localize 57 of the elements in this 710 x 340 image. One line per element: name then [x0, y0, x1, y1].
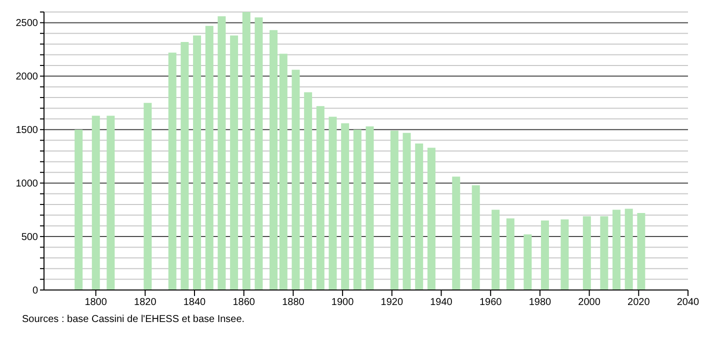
- bar: [540, 220, 549, 290]
- bar: [270, 30, 278, 290]
- bar: [242, 12, 250, 290]
- bar: [402, 132, 411, 290]
- bar: [74, 130, 83, 290]
- x-tick-label: 1960: [479, 297, 502, 308]
- x-tick-label: 2000: [578, 297, 601, 308]
- bar: [600, 216, 608, 290]
- x-tick-label: 1900: [331, 297, 354, 308]
- bar: [341, 123, 350, 290]
- bar: [353, 130, 362, 290]
- bar: [106, 116, 115, 290]
- bar: [328, 116, 337, 290]
- bar: [612, 210, 621, 290]
- x-tick-label: 1820: [134, 297, 157, 308]
- y-tick-label: 2500: [16, 18, 38, 30]
- bar: [180, 42, 189, 290]
- bar: [472, 185, 480, 290]
- x-tick-label: 1800: [84, 297, 108, 308]
- x-tick-label: 2040: [676, 297, 700, 308]
- bar: [624, 208, 633, 290]
- bar: [452, 176, 460, 290]
- x-tick-label: 1860: [232, 297, 256, 308]
- bar: [366, 126, 374, 290]
- source-note: Sources : base Cassini de l'EHESS et base Insee.: [22, 314, 246, 325]
- bar: [279, 54, 288, 290]
- y-tick-label: 2000: [16, 72, 38, 83]
- bar: [427, 148, 436, 290]
- bar: [92, 116, 100, 290]
- bar: [168, 52, 176, 290]
- bar: [218, 16, 226, 290]
- bar: [304, 92, 312, 290]
- y-tick-label: 1000: [16, 178, 38, 190]
- x-tick-label: 2020: [628, 297, 650, 308]
- y-tick-label: 0: [32, 286, 38, 297]
- bar: [506, 218, 514, 290]
- y-tick-label: 500: [21, 232, 38, 244]
- bar: [230, 36, 238, 290]
- x-tick-label: 1920: [380, 297, 404, 308]
- bar: [144, 102, 152, 290]
- bar: [492, 210, 500, 290]
- x-tick-label: 1840: [183, 297, 206, 308]
- bar: [254, 17, 263, 290]
- x-tick-label: 1880: [282, 297, 305, 308]
- bar: [390, 130, 398, 290]
- bar: [415, 144, 424, 290]
- bar: [637, 213, 646, 290]
- x-tick-label: 1980: [528, 297, 552, 308]
- bar: [205, 26, 214, 290]
- bar: [524, 234, 532, 290]
- y-tick-label: 1500: [16, 125, 38, 136]
- bar: [193, 36, 202, 290]
- bar: [560, 219, 569, 290]
- bar: [316, 106, 324, 290]
- bar: [582, 216, 591, 290]
- x-tick-label: 1940: [430, 297, 453, 308]
- bar: [292, 70, 300, 290]
